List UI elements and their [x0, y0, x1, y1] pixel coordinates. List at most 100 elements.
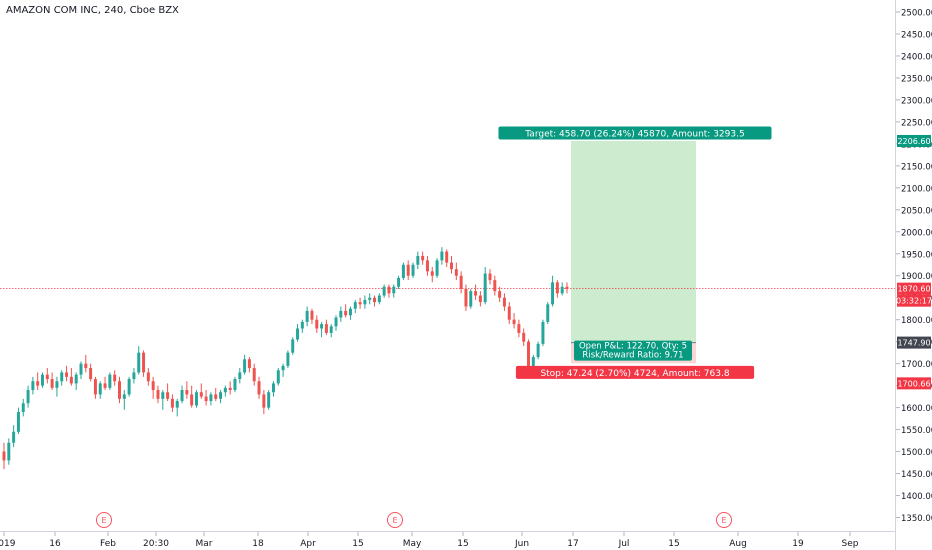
candle-body — [469, 291, 473, 307]
candle-body — [98, 383, 102, 395]
candle-body — [69, 376, 73, 384]
candle-body — [300, 321, 304, 329]
candle-body — [16, 412, 20, 432]
candle-body — [219, 392, 223, 399]
candle-body — [493, 280, 497, 292]
candle-body — [344, 310, 348, 316]
candle-body — [507, 306, 511, 320]
earnings-marker — [96, 512, 112, 528]
candle-body — [387, 286, 391, 294]
candle-body — [108, 374, 112, 388]
candle-body — [416, 255, 420, 265]
candle-body — [488, 273, 492, 281]
price-tick-label: 2150.00 — [901, 162, 932, 172]
candle-body — [41, 374, 44, 386]
candle-body — [50, 379, 54, 388]
candle-body — [560, 286, 564, 294]
candle-body — [247, 359, 251, 369]
candle-body — [551, 282, 555, 305]
candle-body — [320, 324, 324, 329]
candle-body — [527, 341, 530, 369]
time-tick-label: 15 — [457, 539, 468, 549]
candle-body — [36, 381, 40, 386]
candle-body — [122, 394, 126, 399]
time-tick-label: Apr — [300, 539, 316, 549]
price-tick-label: 1350.00 — [901, 514, 932, 524]
candle-body — [339, 310, 343, 318]
candle-body — [373, 297, 377, 303]
candle-body — [137, 352, 141, 373]
price-tick-label: 2350.00 — [901, 74, 932, 84]
candle-body — [358, 302, 362, 305]
price-tick-label: 2250.00 — [901, 118, 932, 128]
candle-body — [7, 442, 11, 461]
candle-body — [55, 381, 59, 388]
time-tick-label: 19 — [792, 539, 804, 549]
candle-body — [459, 275, 463, 289]
chart-title: AMAZON COM INC, 240, Cboe BZX — [6, 5, 179, 16]
time-tick-label: 15 — [668, 539, 679, 549]
countdown-badge-bg — [897, 294, 931, 307]
candle-body — [430, 271, 434, 276]
candle-body — [377, 295, 381, 303]
countdown-badge: 03:32:17 — [896, 297, 932, 306]
candle-body — [315, 319, 319, 329]
candle-body — [113, 374, 117, 382]
price-axis-divider — [895, 0, 896, 550]
candle-body — [166, 392, 170, 399]
candle-body — [502, 297, 506, 307]
candle-body — [397, 277, 401, 287]
candle-body — [324, 324, 328, 333]
candle-body — [132, 372, 136, 380]
candle-body — [555, 282, 559, 294]
candle-body — [223, 387, 227, 393]
price-tick-label: 1900.00 — [901, 272, 932, 282]
profit-zone — [571, 140, 696, 343]
price-tick-label: 2000.00 — [901, 228, 932, 238]
candle-body — [214, 394, 218, 399]
candle-body — [329, 326, 333, 333]
earnings-marker-label: E — [721, 516, 726, 525]
candle-body — [517, 324, 521, 333]
price-tick-label: 1600.00 — [901, 404, 932, 414]
entry-price-badge: 1747.90 — [897, 339, 930, 348]
candle-body — [483, 273, 487, 303]
candle-body — [74, 374, 78, 384]
candle-body — [26, 390, 30, 404]
candle-body — [286, 352, 290, 366]
candle-body — [421, 255, 425, 261]
price-tick-label: 2400.00 — [901, 52, 932, 62]
pnl-label: Open P&L: 122.70, Qty: 5 — [579, 342, 687, 352]
earnings-marker — [387, 512, 403, 528]
time-tick-label: Mar — [196, 539, 213, 549]
candle-body — [276, 370, 280, 384]
candle-body — [435, 260, 439, 276]
time-tick-label: Aug — [729, 539, 747, 549]
time-tick-label: Jun — [514, 539, 529, 549]
candle-body — [334, 317, 338, 327]
candle-body — [281, 365, 285, 371]
candle-body — [156, 390, 160, 399]
candle-body — [522, 332, 526, 342]
candle-body — [512, 319, 516, 325]
candle-body — [401, 264, 405, 278]
target-price-badge-bg — [897, 134, 931, 147]
time-tick-label: 17 — [567, 539, 578, 549]
price-tick-label: 1950.00 — [901, 250, 932, 260]
candle-body — [89, 368, 93, 380]
price-tick-label: 2100.00 — [901, 184, 932, 194]
time-tick-label: 15 — [352, 539, 363, 549]
time-tick-label: Feb — [100, 539, 116, 549]
candle-body — [161, 392, 165, 399]
candle-body — [454, 269, 458, 276]
stop-label-box — [515, 365, 755, 379]
earnings-marker-label: E — [101, 516, 106, 525]
candle-body — [238, 372, 242, 380]
target-price-badge: 2206.60 — [897, 137, 930, 146]
candle-body — [440, 251, 444, 261]
candle-body — [45, 374, 49, 380]
stop-price-badge: 1700.66 — [897, 379, 930, 388]
candle-body — [546, 304, 550, 322]
candle-body — [368, 297, 372, 300]
